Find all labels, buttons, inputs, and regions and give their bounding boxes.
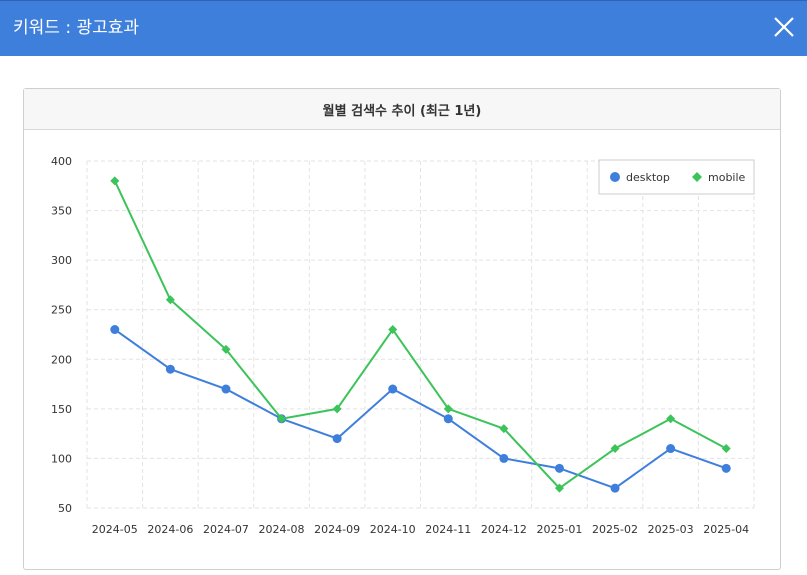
data-point-mobile — [721, 444, 731, 454]
y-tick-label: 100 — [51, 452, 72, 465]
legend-box — [598, 159, 755, 195]
x-tick-label: 2024-09 — [314, 523, 360, 536]
x-tick-label: 2025-03 — [648, 523, 694, 536]
y-tick-label: 150 — [51, 403, 72, 416]
x-tick-label: 2024-05 — [92, 523, 138, 536]
data-point-mobile — [221, 344, 231, 354]
x-tick-label: 2024-08 — [259, 523, 305, 536]
y-tick-label: 300 — [51, 254, 72, 267]
data-point-desktop — [221, 384, 231, 394]
y-tick-label: 400 — [51, 155, 72, 168]
data-point-desktop — [610, 483, 620, 493]
series-line-desktop — [114, 328, 727, 490]
legend-marker-mobile — [692, 172, 702, 182]
data-point-desktop — [110, 325, 120, 335]
title-bar: 키워드 : 광고효과 — [0, 0, 807, 56]
x-tick-label: 2024-06 — [147, 523, 193, 536]
data-point-mobile — [165, 295, 175, 305]
data-point-mobile — [610, 444, 620, 454]
x-tick-label: 2024-12 — [481, 523, 527, 536]
data-point-mobile — [277, 414, 287, 424]
x-tick-label: 2025-04 — [703, 523, 749, 536]
y-tick-label: 200 — [51, 353, 72, 366]
data-point-desktop — [721, 463, 731, 473]
x-tick-label: 2024-10 — [370, 523, 416, 536]
data-point-desktop — [332, 434, 342, 444]
x-tick-label: 2024-07 — [203, 523, 249, 536]
data-point-desktop — [554, 463, 564, 473]
data-point-mobile — [666, 414, 676, 424]
series-line-mobile — [113, 180, 727, 490]
data-point-mobile — [554, 483, 564, 493]
line-chart: 50 100 150 200 250 300 350 400 2024-05 2024-06 202… — [51, 155, 755, 536]
data-point-desktop — [165, 364, 175, 374]
close-icon[interactable] — [771, 14, 797, 40]
x-tick-label: 2025-01 — [536, 523, 582, 536]
data-point-mobile — [443, 404, 453, 414]
legend-label-desktop: desktop — [626, 171, 670, 184]
data-point-mobile — [110, 176, 120, 186]
data-point-desktop — [499, 453, 509, 463]
chart-title: 월별 검색수 추이 (최근 1년) — [322, 103, 482, 119]
y-tick-label: 350 — [51, 205, 72, 218]
data-point-mobile — [388, 325, 398, 335]
legend-label-mobile: mobile — [708, 171, 746, 184]
data-point-mobile — [499, 424, 509, 434]
y-tick-label: 250 — [51, 304, 72, 317]
window-title: 키워드 : 광고효과 — [13, 18, 140, 38]
legend-marker-desktop — [610, 172, 620, 182]
panel-header: 월별 검색수 추이 (최근 1년) — [24, 89, 780, 130]
x-tick-label: 2025-02 — [592, 523, 638, 536]
data-point-desktop — [388, 384, 398, 394]
y-tick-label: 50 — [58, 502, 72, 515]
x-tick-label: 2024-11 — [425, 523, 471, 536]
data-point-desktop — [443, 414, 453, 424]
data-point-mobile — [332, 404, 342, 414]
data-point-desktop — [666, 444, 676, 454]
